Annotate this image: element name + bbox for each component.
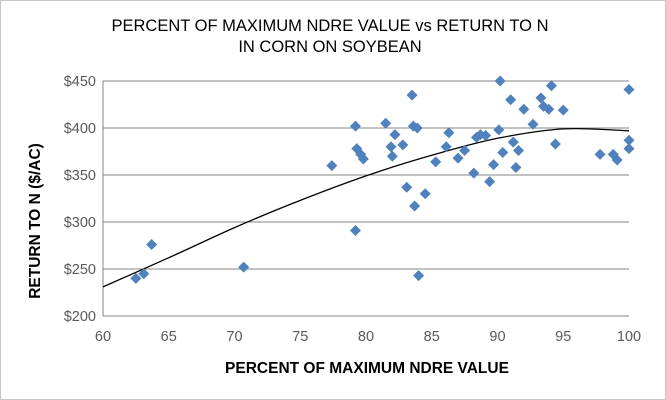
data-point [413, 270, 425, 282]
data-point [484, 176, 496, 188]
data-point [349, 120, 361, 132]
data-point [401, 181, 413, 193]
y-axis-label: RETURN TO N ($/AC) [27, 143, 44, 299]
data-point [549, 138, 561, 150]
y-tick-label: $350 [64, 168, 96, 184]
data-point [623, 143, 635, 155]
x-tick-label: 100 [617, 329, 641, 345]
y-tick-labels: $200 $250 $300 $350 $400 $450 [64, 74, 96, 325]
data-point [357, 153, 369, 165]
data-point [146, 239, 158, 251]
data-point [238, 261, 250, 273]
data-point [611, 154, 623, 166]
data-points [130, 75, 635, 284]
data-point [535, 92, 547, 104]
data-point [557, 104, 569, 116]
data-point [510, 161, 522, 173]
x-tick-label: 60 [95, 329, 111, 345]
data-point [468, 167, 480, 179]
data-point [623, 134, 635, 146]
data-point [130, 272, 142, 284]
data-point [452, 152, 464, 164]
x-axis-label: PERCENT OF MAXIMUM NDRE VALUE [225, 360, 509, 377]
data-point [380, 117, 392, 129]
y-tick-label: $450 [64, 74, 96, 90]
data-point [385, 141, 397, 153]
gridlines [102, 80, 629, 317]
data-point [440, 141, 452, 153]
data-point [386, 150, 398, 162]
data-point [138, 268, 150, 280]
data-point [505, 94, 517, 106]
data-point [409, 200, 421, 212]
data-point [326, 160, 338, 172]
data-point [349, 224, 361, 236]
y-tick-label: $400 [64, 121, 96, 137]
data-point [430, 156, 442, 168]
x-tick-label: 95 [555, 329, 571, 345]
data-point [389, 129, 401, 141]
data-point [623, 83, 635, 95]
y-tick-label: $250 [64, 262, 96, 278]
y-tick-label: $300 [64, 215, 96, 231]
data-point [497, 146, 509, 158]
data-point [527, 118, 539, 130]
data-point [488, 159, 500, 171]
data-point [419, 188, 431, 200]
x-tick-label: 70 [226, 329, 242, 345]
x-tick-label: 65 [161, 329, 177, 345]
chart-title-line-1: PERCENT OF MAXIMUM NDRE VALUE vs RETURN … [112, 17, 549, 35]
x-tick-label: 80 [358, 329, 374, 345]
data-point [406, 89, 418, 101]
trendline [102, 127, 630, 288]
data-point [493, 124, 505, 136]
x-tick-labels: 60 65 70 75 80 85 90 95 100 [95, 329, 641, 345]
data-point [543, 103, 555, 115]
x-tick-label: 75 [292, 329, 308, 345]
data-point [459, 145, 471, 157]
x-tick-label: 85 [424, 329, 440, 345]
data-point [443, 127, 455, 139]
chart-title-line-2: IN CORN ON SOYBEAN [238, 38, 421, 56]
data-point [494, 75, 506, 87]
data-point [507, 136, 519, 148]
data-point [518, 103, 530, 115]
data-point [594, 148, 606, 160]
x-tick-label: 90 [489, 329, 505, 345]
data-point [513, 145, 525, 157]
data-point [411, 122, 423, 134]
data-point [397, 139, 409, 151]
y-tick-label: $200 [64, 309, 96, 325]
data-point [545, 80, 557, 92]
data-point [480, 130, 492, 142]
